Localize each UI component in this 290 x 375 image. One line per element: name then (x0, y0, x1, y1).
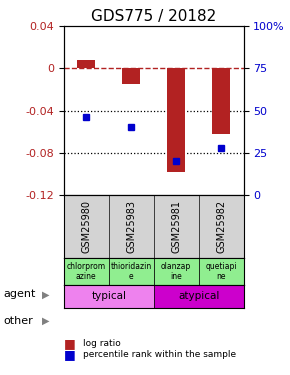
Bar (64, 258, 109, 285)
Bar (122, 68, 140, 84)
Bar (154, 285, 244, 308)
Text: log ratio: log ratio (83, 339, 120, 348)
Bar (212, 68, 230, 134)
Bar (77, 60, 95, 68)
Bar (154, 258, 199, 285)
Text: ■: ■ (64, 337, 76, 350)
Text: other: other (3, 316, 33, 326)
Text: chlorprom
azine: chlorprom azine (67, 262, 106, 281)
Text: GSM25981: GSM25981 (171, 200, 181, 253)
Text: GSM25982: GSM25982 (216, 200, 226, 253)
Text: agent: agent (3, 290, 35, 299)
Bar (64, 285, 154, 308)
Text: ■: ■ (64, 348, 76, 361)
Text: typical: typical (91, 291, 126, 302)
Bar (199, 258, 244, 285)
Text: GSM25980: GSM25980 (81, 200, 91, 253)
Title: GDS775 / 20182: GDS775 / 20182 (91, 9, 216, 24)
Text: ▶: ▶ (42, 316, 50, 326)
Text: GSM25983: GSM25983 (126, 200, 136, 253)
Text: atypical: atypical (178, 291, 219, 302)
Text: thioridazin
e: thioridazin e (110, 262, 152, 281)
Text: ▶: ▶ (42, 290, 50, 299)
Text: olanzap
ine: olanzap ine (161, 262, 191, 281)
Text: quetiapi
ne: quetiapi ne (205, 262, 237, 281)
Bar (109, 258, 154, 285)
Text: percentile rank within the sample: percentile rank within the sample (83, 350, 236, 359)
Bar (167, 68, 185, 172)
